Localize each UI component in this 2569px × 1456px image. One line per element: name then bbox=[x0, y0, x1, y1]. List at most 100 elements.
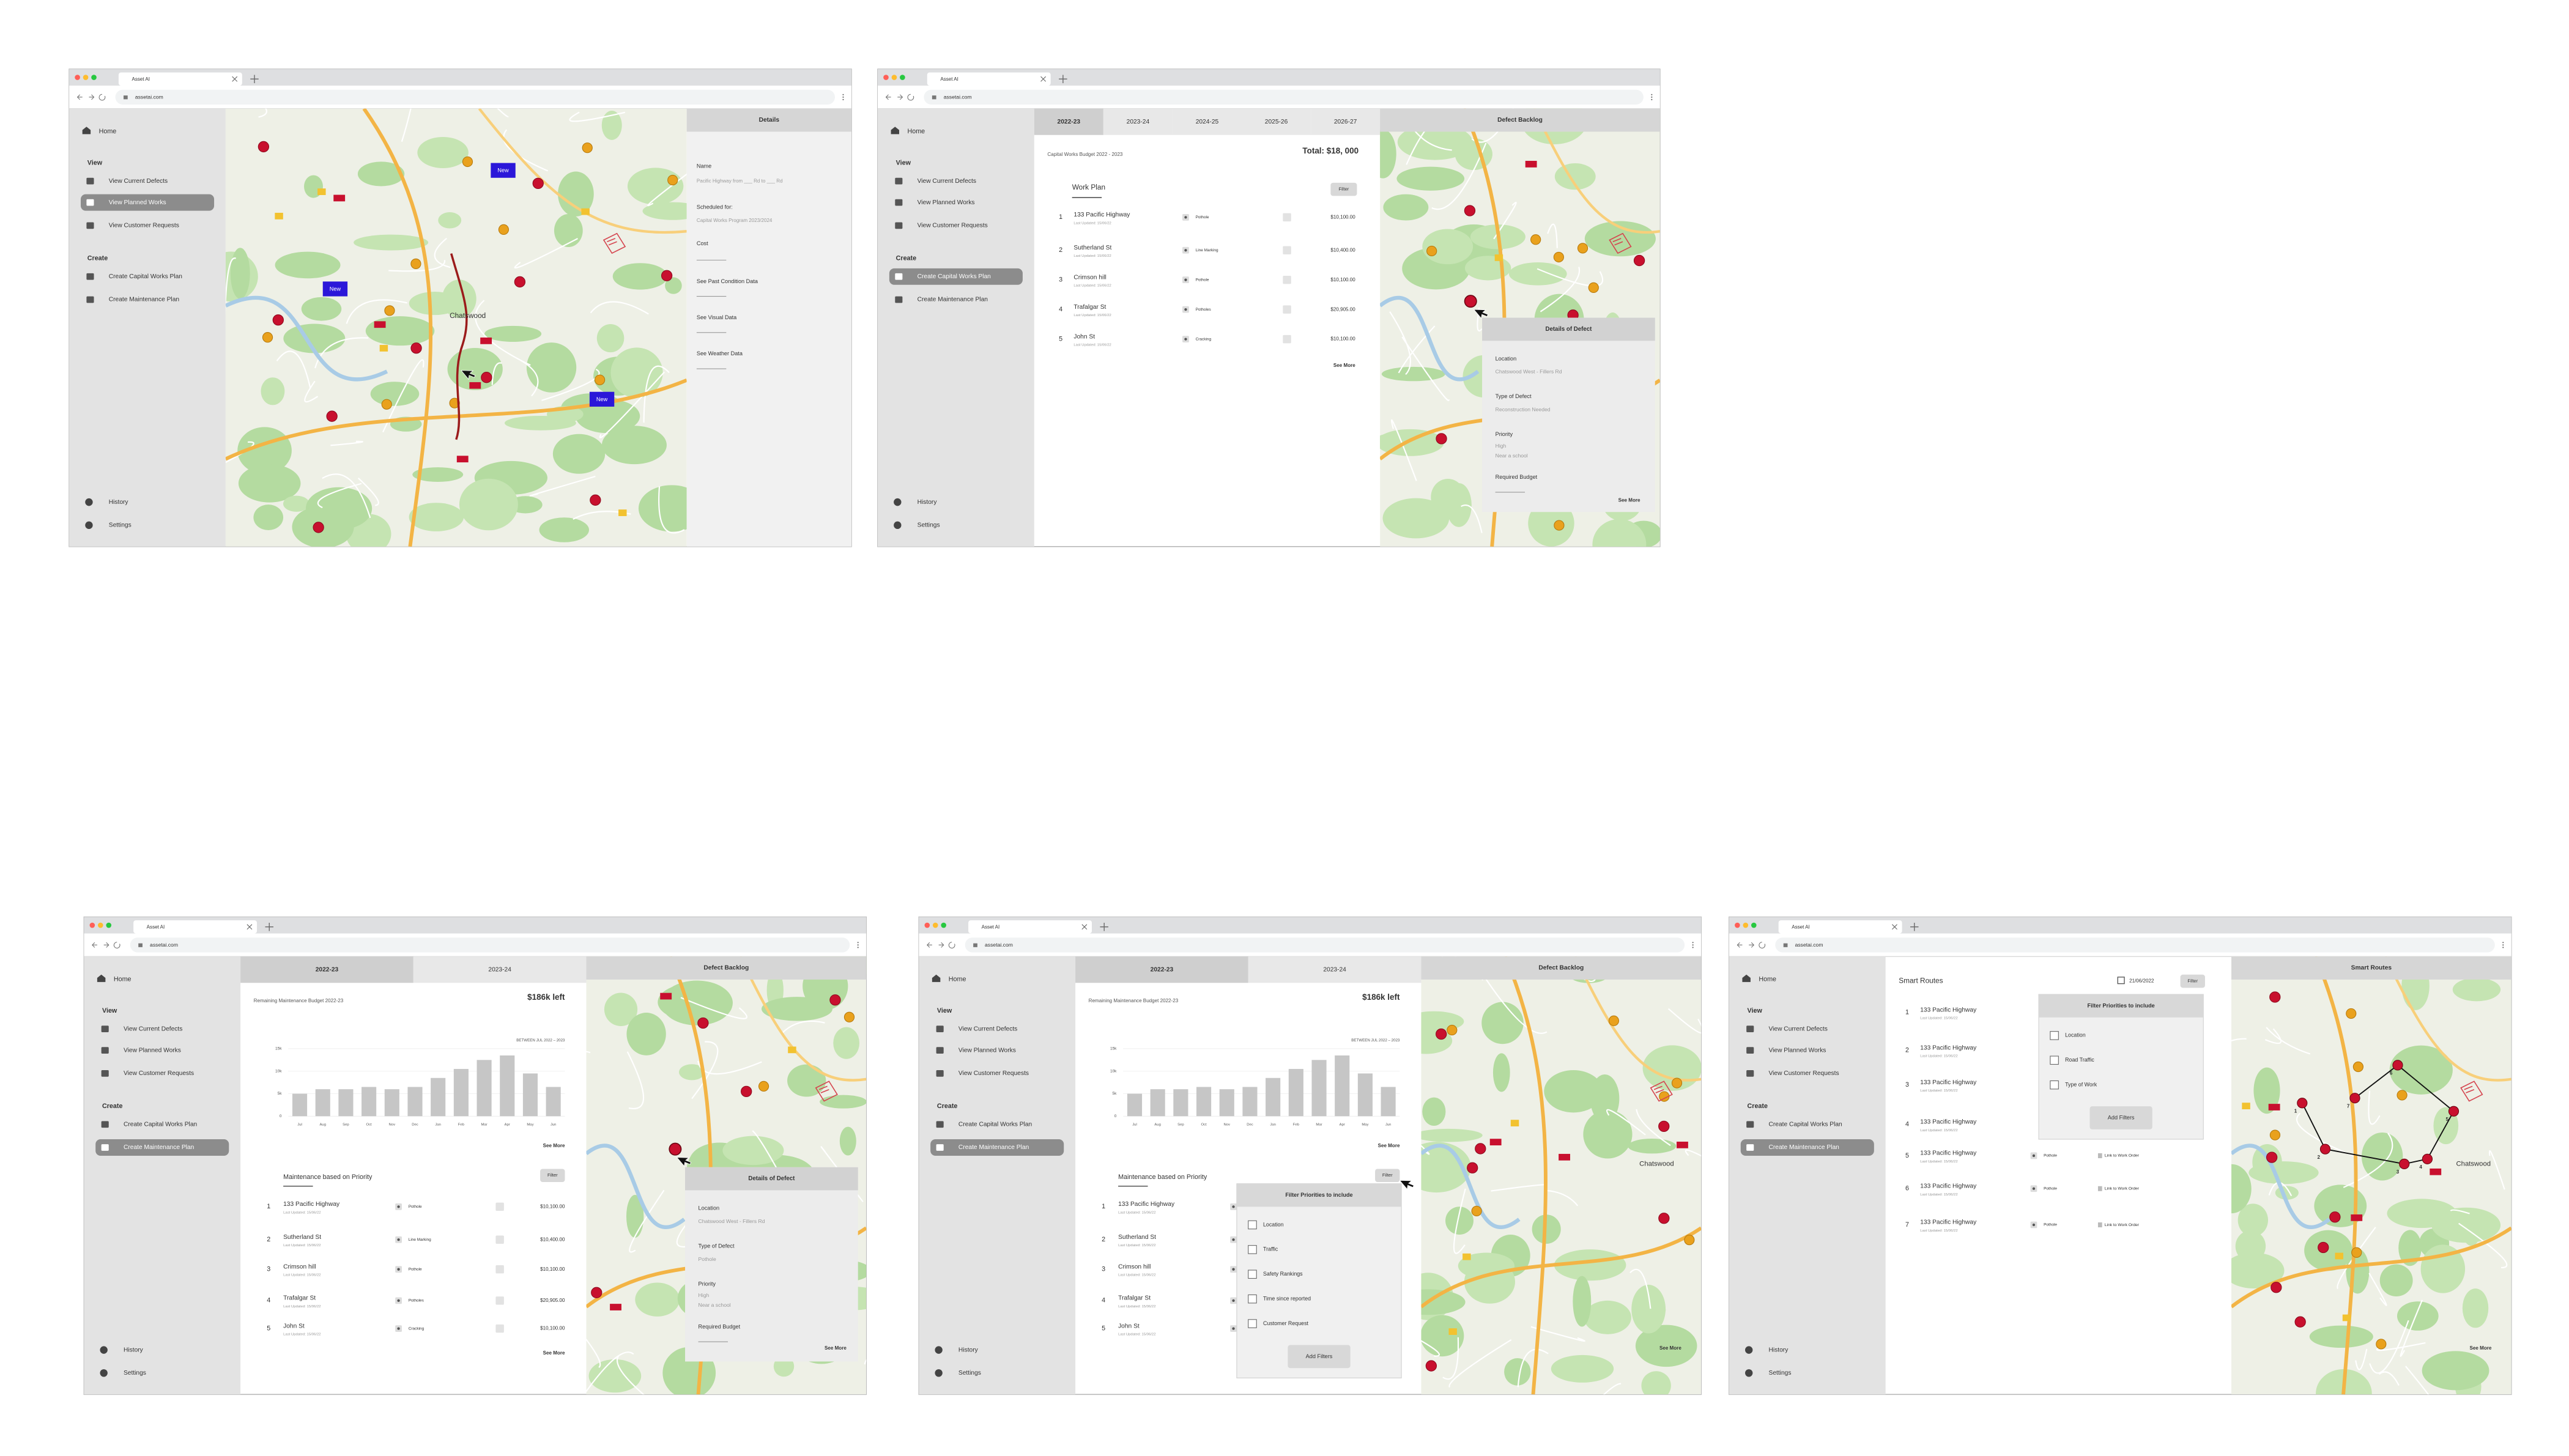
filter-option[interactable]: Customer Request bbox=[1263, 1320, 1309, 1326]
tab-label[interactable]: 2023-24 bbox=[1323, 966, 1346, 973]
see-more[interactable]: See More bbox=[543, 1350, 565, 1356]
tab-label[interactable]: 2023-24 bbox=[1127, 119, 1150, 125]
nav-item[interactable]: View Planned Works bbox=[918, 199, 975, 206]
nav-item[interactable]: Create Capital Works Plan bbox=[958, 1121, 1032, 1128]
filter-option[interactable]: Time since reported bbox=[1263, 1296, 1311, 1302]
nav-item[interactable]: View Planned Works bbox=[1769, 1047, 1826, 1054]
nav-item[interactable]: History bbox=[1769, 1347, 1789, 1353]
year-tab[interactable] bbox=[1248, 956, 1422, 983]
nav-item[interactable]: Create Maintenance Plan bbox=[124, 1144, 195, 1151]
nav-item[interactable]: Settings bbox=[918, 522, 940, 529]
nav-item[interactable]: Create Maintenance Plan bbox=[918, 297, 988, 303]
filter-option[interactable]: Safety Rankings bbox=[1263, 1271, 1303, 1277]
checkbox[interactable] bbox=[2050, 1080, 2059, 1090]
data-link[interactable]: See Past Condition Data bbox=[697, 278, 758, 284]
tab-label[interactable]: 2025-26 bbox=[1265, 119, 1288, 125]
nav-item[interactable]: Create Capital Works Plan bbox=[918, 273, 992, 280]
button[interactable] bbox=[540, 1169, 565, 1183]
row-link[interactable]: Link to Work Order bbox=[2105, 1187, 2140, 1191]
nav-item[interactable]: Create Capital Works Plan bbox=[124, 1121, 198, 1128]
nav-item[interactable]: View Planned Works bbox=[109, 199, 166, 206]
nav-item[interactable]: Settings bbox=[1769, 1370, 1792, 1377]
nav-item[interactable]: Settings bbox=[124, 1370, 146, 1377]
see-more[interactable]: See More bbox=[1333, 363, 1355, 368]
nav-item[interactable]: View Current Defects bbox=[109, 178, 168, 185]
tab-label[interactable]: 2024-25 bbox=[1196, 119, 1219, 125]
nav-item[interactable]: Settings bbox=[109, 522, 132, 529]
button[interactable] bbox=[1330, 182, 1357, 196]
checkbox[interactable] bbox=[1248, 1319, 1257, 1328]
year-tab[interactable] bbox=[1311, 108, 1381, 135]
see-more[interactable]: See More bbox=[825, 1345, 847, 1351]
nav-home[interactable]: Home bbox=[949, 976, 966, 983]
year-tab[interactable] bbox=[1242, 108, 1311, 135]
tab-label[interactable]: 2023-24 bbox=[488, 966, 511, 973]
checkbox[interactable] bbox=[1248, 1245, 1257, 1254]
nav-home[interactable]: Home bbox=[907, 128, 925, 135]
button[interactable] bbox=[2089, 1106, 2152, 1129]
filter-option[interactable]: Road Traffic bbox=[2065, 1057, 2094, 1063]
button-label[interactable]: Filter bbox=[1382, 1172, 1393, 1178]
nav-item[interactable]: History bbox=[124, 1347, 144, 1353]
nav-item[interactable]: View Current Defects bbox=[918, 178, 976, 185]
see-more[interactable]: See More bbox=[1659, 1345, 1681, 1351]
nav-item[interactable]: View Planned Works bbox=[958, 1047, 1016, 1054]
year-tab[interactable] bbox=[1034, 108, 1103, 135]
year-tab[interactable] bbox=[1172, 108, 1242, 135]
nav-item[interactable]: Create Maintenance Plan bbox=[958, 1144, 1029, 1151]
nav-home[interactable]: Home bbox=[99, 128, 117, 135]
nav-home[interactable]: Home bbox=[1759, 976, 1776, 983]
tab-label[interactable]: 2026-27 bbox=[1334, 119, 1357, 125]
see-more[interactable]: See More bbox=[1378, 1143, 1400, 1148]
button[interactable] bbox=[2180, 974, 2205, 988]
button-label[interactable]: Filter bbox=[547, 1172, 558, 1178]
checkbox[interactable] bbox=[2050, 1055, 2059, 1065]
nav-item[interactable]: History bbox=[109, 499, 129, 506]
nav-item[interactable]: Settings bbox=[958, 1370, 981, 1377]
button[interactable] bbox=[1375, 1169, 1400, 1183]
nav-item[interactable]: View Planned Works bbox=[124, 1047, 181, 1054]
nav-item[interactable]: View Customer Requests bbox=[1769, 1070, 1839, 1077]
nav-item[interactable]: View Customer Requests bbox=[109, 223, 179, 229]
nav-item[interactable]: View Current Defects bbox=[124, 1025, 182, 1032]
nav-item[interactable]: Create Capital Works Plan bbox=[1769, 1121, 1843, 1128]
tab-label[interactable]: 2022-23 bbox=[316, 966, 339, 973]
button-label[interactable]: Filter bbox=[2187, 978, 2198, 984]
nav-home[interactable]: Home bbox=[114, 976, 132, 983]
year-tab[interactable] bbox=[413, 956, 587, 983]
see-more[interactable]: See More bbox=[2470, 1345, 2492, 1351]
nav-item[interactable]: Create Maintenance Plan bbox=[109, 297, 180, 303]
checkbox[interactable] bbox=[1248, 1269, 1257, 1279]
button[interactable] bbox=[1288, 1345, 1351, 1369]
year-tab[interactable] bbox=[1075, 956, 1248, 983]
row-link[interactable]: Link to Work Order bbox=[2105, 1154, 2140, 1158]
nav-item[interactable]: View Current Defects bbox=[958, 1025, 1017, 1032]
filter-option[interactable]: Traffic bbox=[1263, 1246, 1278, 1252]
checkbox[interactable] bbox=[2050, 1031, 2059, 1040]
nav-item[interactable]: Create Maintenance Plan bbox=[1769, 1144, 1840, 1151]
filter-option[interactable]: Location bbox=[1263, 1221, 1284, 1227]
nav-item[interactable]: View Customer Requests bbox=[124, 1070, 194, 1077]
see-more[interactable]: See More bbox=[543, 1143, 565, 1148]
checkbox[interactable] bbox=[1248, 1294, 1257, 1304]
button-label[interactable]: Add Filters bbox=[2108, 1114, 2135, 1120]
year-tab[interactable] bbox=[1103, 108, 1173, 135]
nav-item[interactable]: View Customer Requests bbox=[958, 1070, 1029, 1077]
nav-item[interactable]: View Current Defects bbox=[1769, 1025, 1828, 1032]
checkbox[interactable] bbox=[1248, 1220, 1257, 1230]
data-link[interactable]: See Visual Data bbox=[697, 314, 737, 320]
filter-option[interactable]: Location bbox=[2065, 1032, 2086, 1038]
data-link[interactable]: See Weather Data bbox=[697, 350, 743, 357]
year-tab[interactable] bbox=[240, 956, 413, 983]
nav-item[interactable]: History bbox=[958, 1347, 979, 1353]
nav-item[interactable]: History bbox=[918, 499, 938, 506]
filter-option[interactable]: Type of Work bbox=[2065, 1082, 2097, 1088]
nav-item[interactable]: Create Capital Works Plan bbox=[109, 273, 183, 280]
button-label[interactable]: Filter bbox=[1339, 187, 1349, 192]
see-more[interactable]: See More bbox=[1618, 498, 1640, 503]
tab-label[interactable]: 2022-23 bbox=[1058, 119, 1081, 125]
row-link[interactable]: Link to Work Order bbox=[2105, 1223, 2140, 1227]
nav-item[interactable]: View Customer Requests bbox=[918, 223, 988, 229]
button-label[interactable]: Add Filters bbox=[1306, 1353, 1333, 1359]
tab-label[interactable]: 2022-23 bbox=[1151, 966, 1174, 973]
